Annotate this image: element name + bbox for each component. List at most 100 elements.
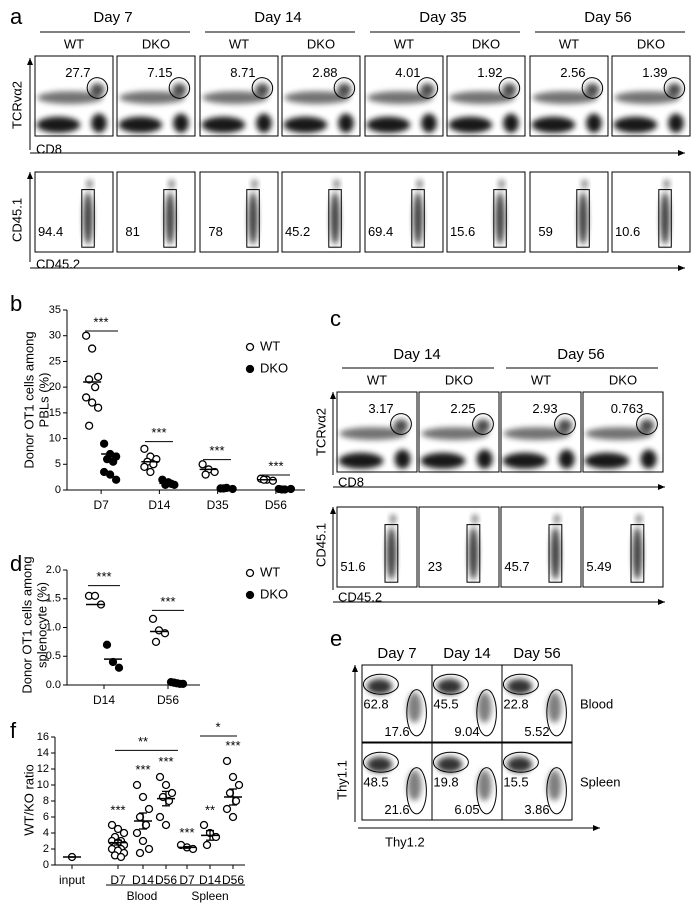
- cell-density: [502, 83, 517, 96]
- cell-density: [367, 91, 433, 104]
- plot-frame: [116, 171, 196, 253]
- cell-density: [503, 113, 519, 133]
- group-label: Spleen: [191, 889, 228, 903]
- gate-percent: 48.5: [363, 774, 388, 789]
- y-tick-label: 6: [43, 811, 49, 823]
- gate: [466, 524, 481, 583]
- cell-density: [584, 452, 630, 469]
- data-point: [222, 756, 232, 766]
- data-point: [210, 467, 219, 477]
- x-tick-label: input: [59, 873, 86, 887]
- y-tick-label: 4: [43, 827, 49, 839]
- cell-density: [283, 116, 328, 133]
- gate: [432, 751, 469, 773]
- gate: [416, 77, 439, 99]
- y-tick-label: 1.5: [46, 593, 61, 605]
- panel-label: d: [10, 551, 22, 576]
- cell-density: [448, 116, 493, 133]
- cell-density: [614, 91, 680, 104]
- x-tick-label: D35: [207, 498, 229, 512]
- gate-percent: 8.71: [230, 65, 255, 80]
- y-tick-label: 1.0: [46, 621, 61, 633]
- cell-density: [663, 179, 670, 189]
- y-axis-label: splenocyte (%): [34, 582, 49, 668]
- significance: ***: [179, 825, 194, 840]
- gate-percent: 0.763: [611, 401, 644, 416]
- data-point: [211, 832, 221, 842]
- group-header: DKO: [472, 36, 500, 51]
- gate: [168, 77, 191, 99]
- data-point: [108, 457, 118, 466]
- gate: [576, 189, 590, 248]
- cell-density: [477, 691, 492, 723]
- group-header: DKO: [142, 36, 170, 51]
- panel-label: a: [10, 4, 23, 29]
- data-point: [198, 460, 207, 469]
- group-header: DKO: [609, 372, 637, 387]
- legend-marker: [245, 364, 255, 374]
- cell-density: [471, 514, 479, 524]
- data-point: [138, 792, 148, 802]
- data-point: [119, 828, 129, 838]
- gate-percent: 45.7: [504, 559, 529, 574]
- data-point: [99, 439, 109, 448]
- x-axis-label: CD45.2: [338, 589, 382, 604]
- data-point: [234, 780, 244, 790]
- cell-density: [330, 192, 340, 245]
- data-point: [81, 393, 91, 402]
- cell-density: [506, 756, 533, 773]
- cell-density: [37, 91, 103, 104]
- data-point: [138, 836, 148, 846]
- data-point: [93, 372, 103, 382]
- cell-density: [338, 452, 384, 469]
- x-tick-label: D14: [148, 498, 170, 512]
- cell-density: [468, 527, 479, 580]
- significance: ***: [225, 738, 240, 753]
- legend-marker: [245, 568, 255, 578]
- x-tick-label: D56: [157, 693, 179, 707]
- data-point: [146, 467, 155, 477]
- gate: [432, 673, 469, 695]
- y-axis-label: TCRvα2: [9, 81, 24, 129]
- cell-density: [394, 449, 411, 469]
- cell-density: [119, 91, 185, 104]
- cell-density: [581, 179, 588, 189]
- data-point: [87, 398, 97, 407]
- x-axis-label: CD8: [36, 141, 62, 156]
- data-point: [116, 852, 126, 862]
- day-header: Day 14: [443, 645, 491, 662]
- gate: [498, 77, 521, 99]
- data-point: [84, 375, 94, 384]
- group-header: WT: [64, 36, 84, 51]
- significance: ***: [110, 803, 125, 818]
- cell-density: [436, 678, 463, 695]
- gate-percent: 81: [125, 224, 139, 239]
- significance: ***: [209, 443, 224, 458]
- legend-label: WT: [260, 338, 280, 353]
- y-tick-label: 0: [55, 484, 61, 496]
- gate-percent: 2.56: [560, 65, 585, 80]
- x-tick-label: D56: [222, 873, 244, 887]
- cell-density: [168, 179, 175, 189]
- cell-density: [668, 113, 684, 133]
- gate-percent: 62.8: [363, 696, 388, 711]
- cell-density: [366, 756, 393, 773]
- data-point: [135, 848, 145, 858]
- day-header: Day 14: [393, 346, 441, 363]
- panel-label: e: [330, 626, 342, 651]
- y-axis-label: WT/KO ratio: [21, 764, 36, 836]
- x-tick-label: D7: [110, 873, 126, 887]
- cell-density: [640, 449, 657, 469]
- plot-frame: [418, 506, 500, 588]
- day-header: Day 35: [419, 9, 467, 26]
- gate: [333, 77, 356, 99]
- gate-percent: 2.93: [532, 401, 557, 416]
- cell-density: [613, 116, 658, 133]
- y-tick-label: 2: [43, 843, 49, 855]
- gate: [636, 413, 658, 435]
- data-point: [90, 591, 100, 601]
- y-axis-label: TCRvα2: [313, 408, 328, 456]
- gate-percent: 5.49: [586, 559, 611, 574]
- day-header: Day 7: [377, 645, 416, 662]
